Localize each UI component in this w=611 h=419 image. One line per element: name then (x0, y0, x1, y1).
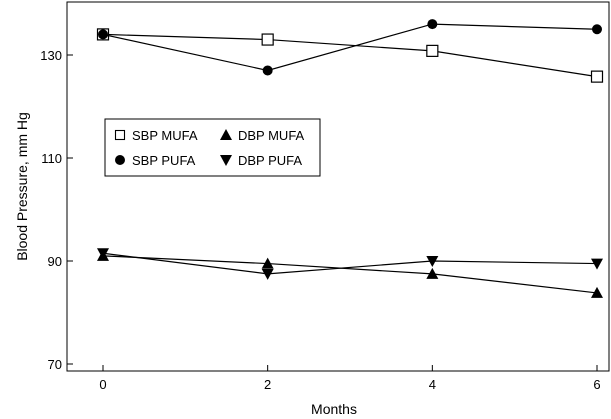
series-sbp-mufa (96, 28, 604, 83)
y-tick-label-110: 110 (41, 151, 62, 166)
point-dbp-pufa-4 (426, 256, 439, 267)
x-axis-title: Months (311, 401, 357, 417)
legend-marker-sbp-pufa (115, 155, 125, 165)
point-sbp-mufa-4 (426, 44, 439, 57)
point-sbp-mufa-6 (590, 70, 604, 83)
y-tick-label-130: 130 (40, 48, 62, 63)
series-line-sbp-mufa (102, 33, 598, 78)
point-dbp-mufa-6 (591, 286, 603, 298)
plot-frame (66, 1, 610, 372)
y-tick-label-90: 90 (48, 254, 62, 269)
x-axis: 0 2 4 6 (99, 365, 601, 392)
point-dbp-pufa-6 (591, 258, 603, 270)
series-dbp-pufa (97, 248, 603, 280)
y-axis-title: Blood Pressure, mm Hg (14, 112, 30, 261)
series-dbp-mufa (97, 249, 603, 298)
plot-border (66, 1, 610, 372)
point-sbp-pufa-0 (98, 29, 108, 40)
legend-marker-dbp-mufa (220, 129, 232, 140)
legend: SBP MUFA DBP MUFA SBP PUFA DBP PUFA (104, 118, 321, 177)
point-sbp-mufa-2 (261, 33, 274, 46)
point-dbp-mufa-2 (261, 257, 274, 269)
series-group (96, 19, 604, 298)
x-tick-label-0: 0 (99, 377, 106, 392)
legend-label-dbp-pufa: DBP PUFA (238, 153, 302, 168)
point-dbp-mufa-4 (426, 267, 439, 279)
x-tick-label-4: 4 (429, 377, 436, 392)
x-tick-label-6: 6 (593, 377, 600, 392)
series-line-dbp-mufa (102, 255, 598, 294)
series-sbp-pufa (98, 19, 602, 76)
point-sbp-pufa-2 (262, 65, 273, 76)
point-sbp-pufa-6 (592, 24, 602, 35)
point-sbp-pufa-4 (427, 19, 438, 30)
x-tick-label-2: 2 (264, 377, 271, 392)
legend-box (104, 118, 321, 177)
legend-label-dbp-mufa: DBP MUFA (238, 128, 305, 143)
series-line-sbp-pufa (102, 23, 598, 72)
legend-label-sbp-pufa: SBP PUFA (132, 153, 196, 168)
point-dbp-pufa-0 (97, 248, 109, 260)
series-line-dbp-pufa (102, 252, 598, 275)
legend-marker-sbp-mufa (114, 129, 126, 141)
point-dbp-pufa-2 (261, 268, 274, 280)
y-axis: 70 90 110 130 (40, 48, 73, 372)
y-tick-label-70: 70 (48, 357, 62, 372)
legend-label-sbp-mufa: SBP MUFA (132, 128, 198, 143)
legend-marker-dbp-pufa (220, 155, 232, 166)
